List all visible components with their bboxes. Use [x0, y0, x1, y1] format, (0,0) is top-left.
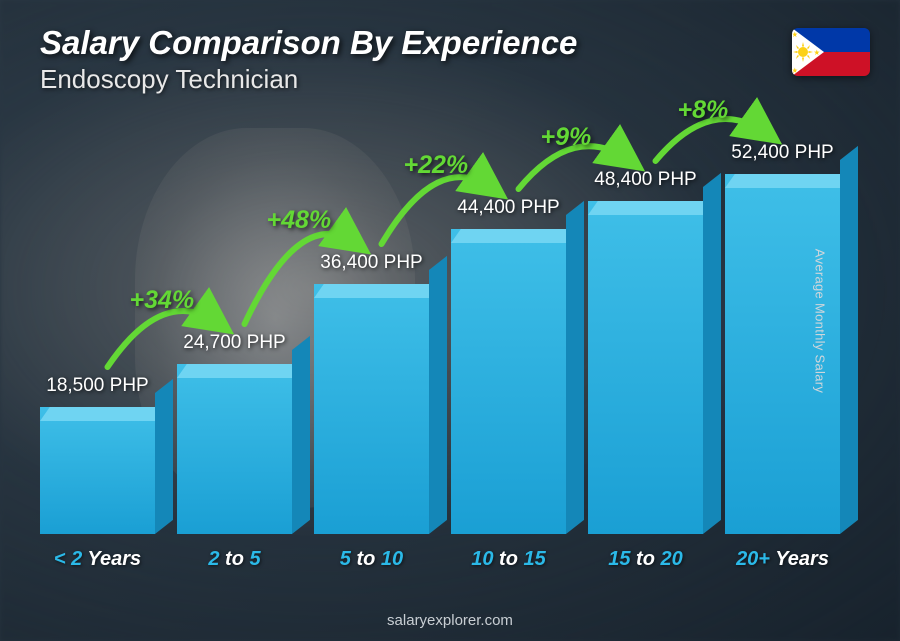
y-axis-label: Average Monthly Salary — [812, 248, 827, 392]
bar — [314, 284, 429, 534]
bar-value-label: 44,400 PHP — [457, 197, 559, 219]
bar-x-label: 5 to 10 — [340, 548, 403, 571]
bar — [177, 364, 292, 534]
bar — [588, 201, 703, 534]
bar — [451, 229, 566, 534]
growth-pct-badge: +8% — [678, 96, 729, 125]
chart-area: 18,500 PHP < 2 Years 24,700 PHP 2 to 5 36,40… — [40, 130, 840, 571]
bar-x-label: 15 to 20 — [608, 548, 683, 571]
bar-group-1: 24,700 PHP 2 to 5 — [177, 332, 292, 571]
bar-x-label: 10 to 15 — [471, 548, 546, 571]
bar-group-2: 36,400 PHP 5 to 10 — [314, 252, 429, 571]
bar-value-label: 52,400 PHP — [731, 142, 833, 164]
footer-attribution: salaryexplorer.com — [0, 612, 900, 629]
chart-title: Salary Comparison By Experience — [40, 24, 860, 62]
bar-group-3: 44,400 PHP 10 to 15 — [451, 197, 566, 571]
growth-pct-badge: +48% — [267, 206, 332, 235]
header: Salary Comparison By Experience Endoscop… — [40, 24, 860, 95]
bar-group-4: 48,400 PHP 15 to 20 — [588, 169, 703, 571]
bar-group-0: 18,500 PHP < 2 Years — [40, 375, 155, 571]
bar-value-label: 36,400 PHP — [320, 252, 422, 274]
bar-x-label: < 2 Years — [54, 548, 141, 571]
bar-value-label: 24,700 PHP — [183, 332, 285, 354]
chart-subtitle: Endoscopy Technician — [40, 64, 860, 95]
growth-pct-badge: +22% — [404, 151, 469, 180]
growth-pct-badge: +9% — [541, 123, 592, 152]
bar-value-label: 48,400 PHP — [594, 169, 696, 191]
bar-x-label: 2 to 5 — [208, 548, 260, 571]
bar — [40, 407, 155, 534]
flag-icon — [792, 28, 870, 76]
bar-x-label: 20+ Years — [736, 548, 829, 571]
bar-value-label: 18,500 PHP — [46, 375, 148, 397]
growth-pct-badge: +34% — [130, 286, 195, 315]
chart-container: Salary Comparison By Experience Endoscop… — [0, 0, 900, 641]
